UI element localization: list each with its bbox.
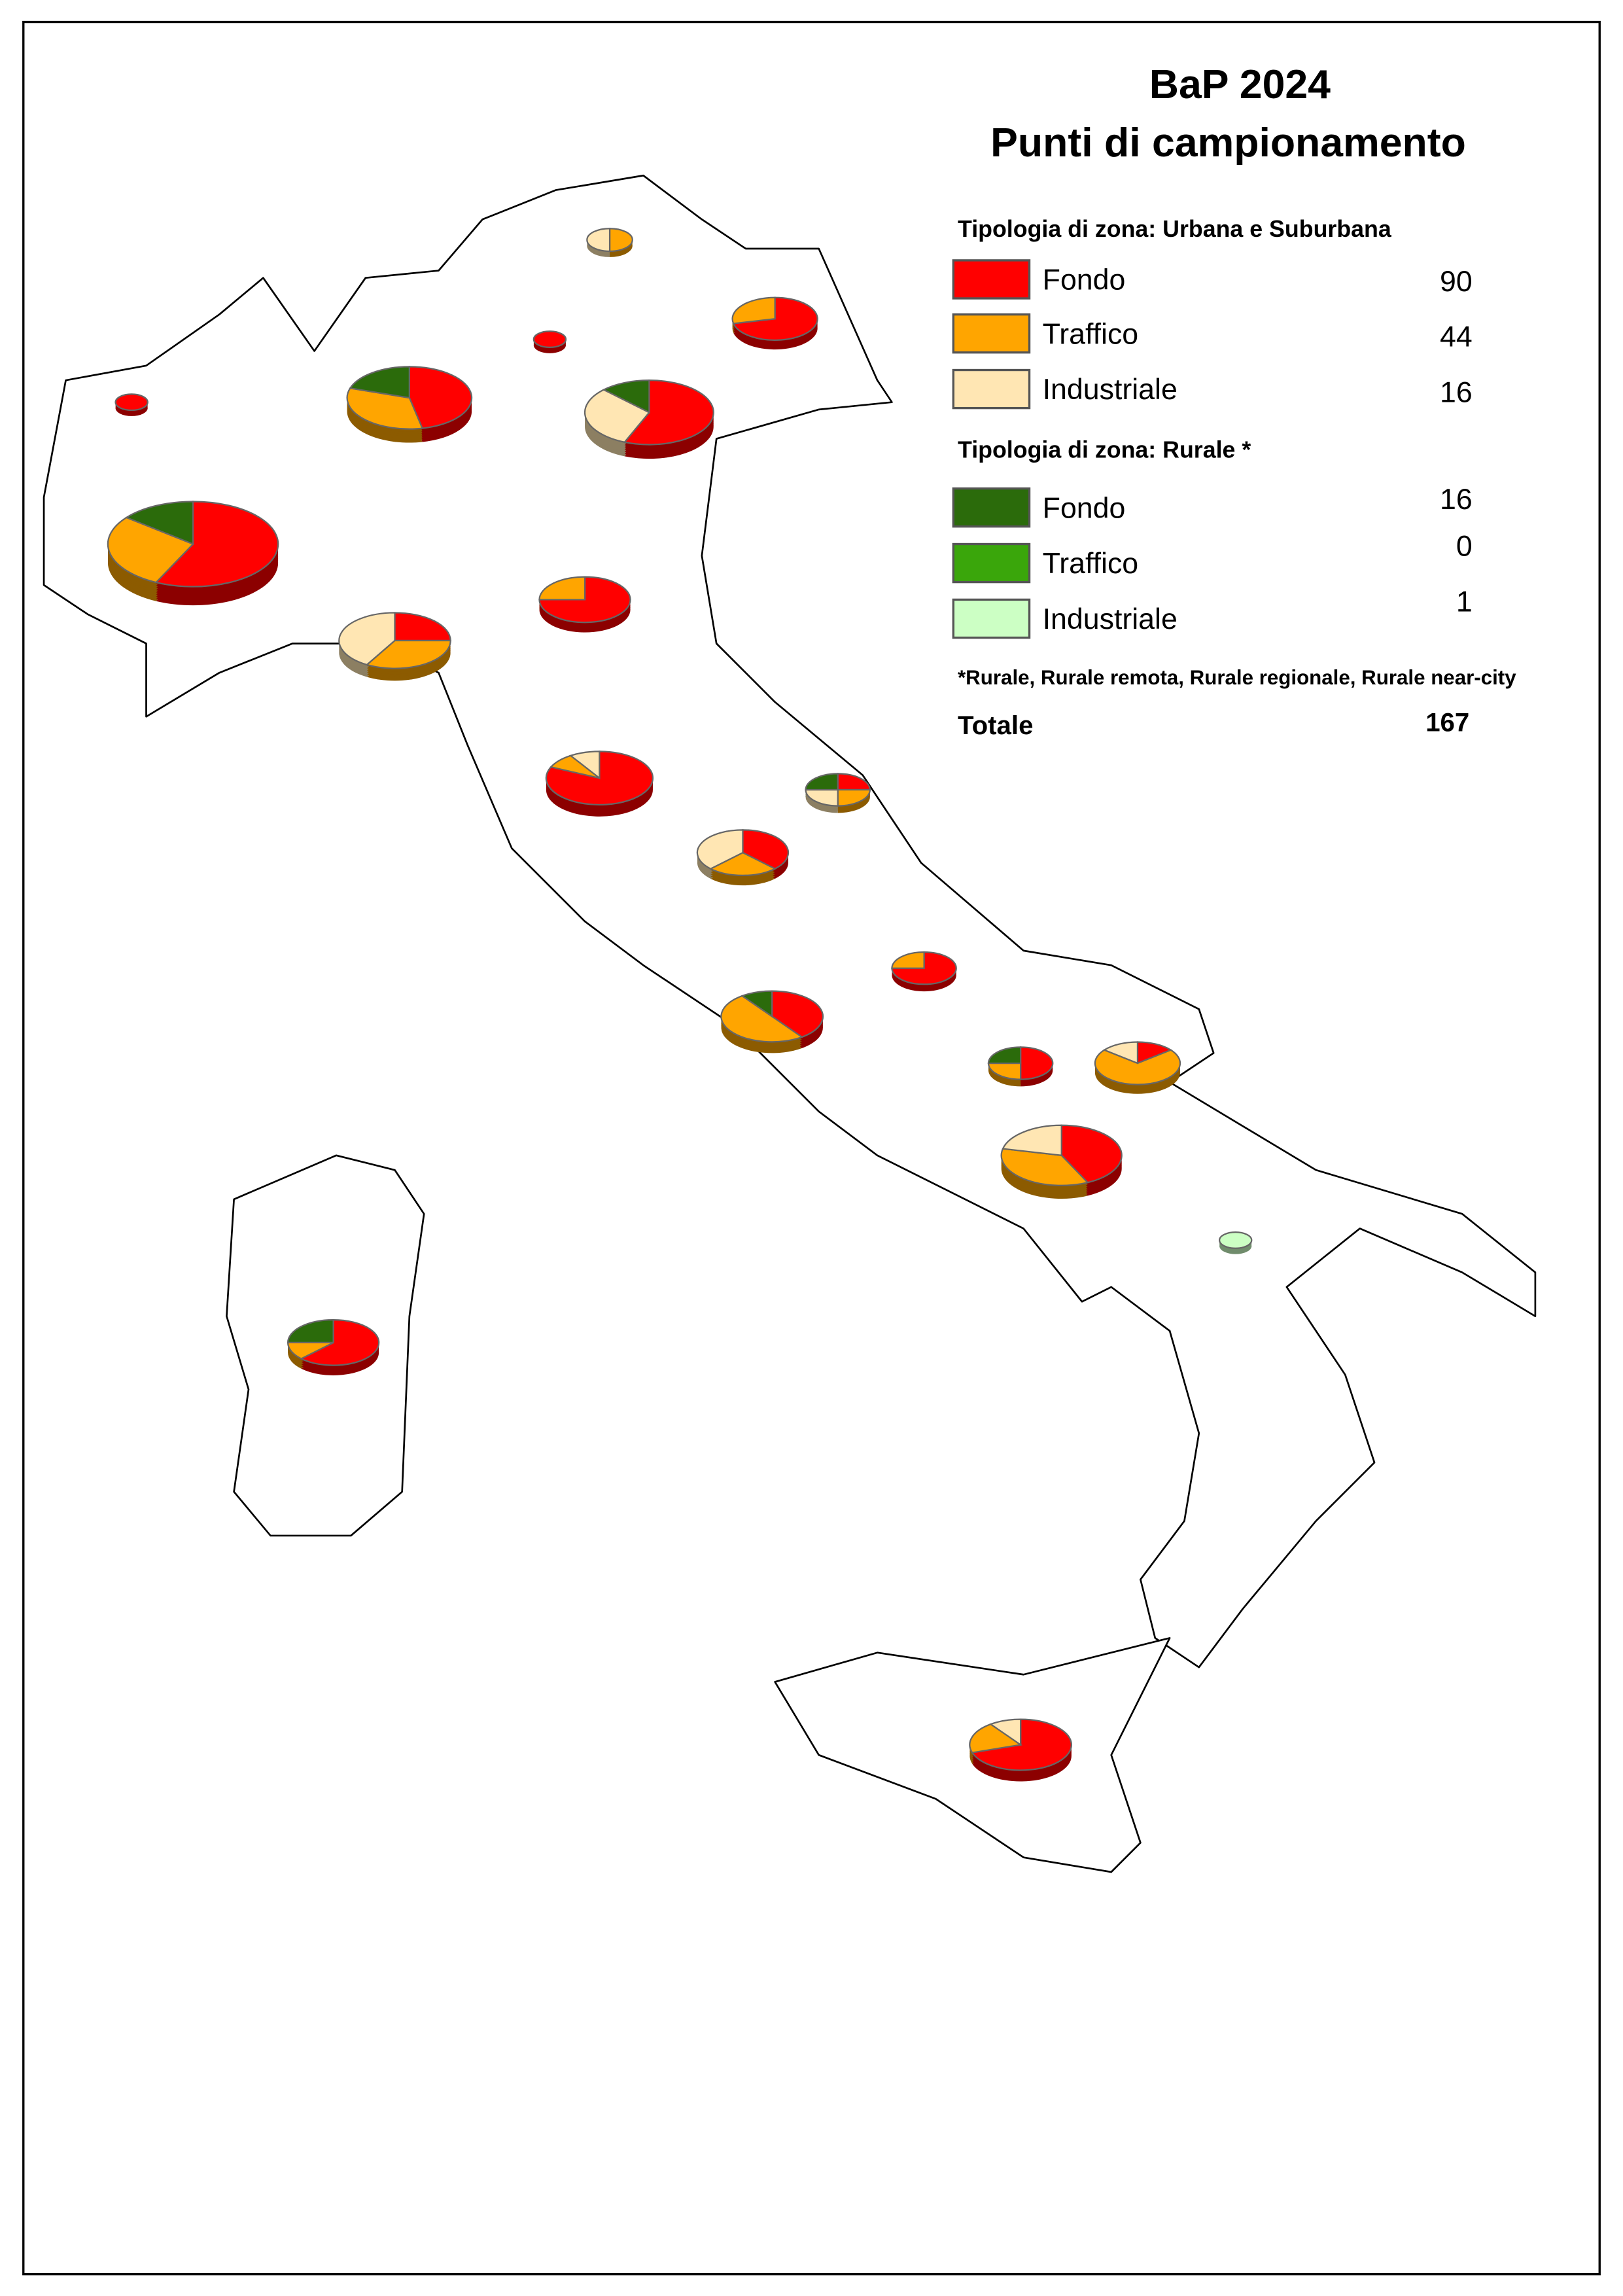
mainland <box>43 174 1537 1669</box>
pie-slice <box>742 829 790 870</box>
pie-slice <box>1020 1046 1054 1080</box>
pie-slice <box>891 951 925 969</box>
pie-slice <box>299 1318 380 1366</box>
title: Punti di campionamento <box>990 120 1466 166</box>
pie-slice <box>338 612 396 666</box>
legend-swatch <box>952 368 1031 410</box>
pie-slice <box>584 389 651 443</box>
legend-label: Industriale <box>1043 374 1178 406</box>
pie-slice <box>741 990 773 1018</box>
legend-value: 16 <box>1440 484 1473 516</box>
pie-slice <box>987 1062 1022 1080</box>
pies <box>107 228 1253 1782</box>
pie-slice <box>154 501 279 588</box>
pie-slice <box>608 228 633 253</box>
pie-slice <box>623 380 714 446</box>
pie-slice <box>287 1318 334 1344</box>
legend-swatch <box>952 598 1031 639</box>
pie-slice <box>1000 1148 1089 1186</box>
pie-slice <box>532 330 567 348</box>
legend-swatch <box>952 542 1031 584</box>
pie-slice <box>805 773 839 791</box>
pie-slice <box>720 995 804 1043</box>
pie-slice <box>891 951 957 985</box>
pie-slice <box>969 1723 1023 1754</box>
title: BaP 2024 <box>1149 62 1331 107</box>
pie-slice <box>346 387 424 430</box>
legend: Tipologia di zona: Urbana e Suburbana Fon… <box>952 216 1473 639</box>
legend-swatch <box>952 259 1031 300</box>
pie-slice <box>1060 1124 1123 1184</box>
legend-value: 44 <box>1440 321 1473 353</box>
legend-label: Industriale <box>1043 603 1178 635</box>
pie-slice <box>987 1046 1022 1065</box>
pie-slice <box>708 851 777 877</box>
pie-slice <box>1002 1124 1062 1157</box>
pie-slice <box>1102 1041 1139 1065</box>
pie-slice <box>408 366 473 429</box>
pie-slice <box>349 366 410 399</box>
pie-slice <box>107 516 194 584</box>
pie-slice <box>602 380 650 414</box>
pie-slice <box>696 829 744 870</box>
pie-slice <box>586 228 611 253</box>
pie-slice <box>114 393 148 412</box>
pie-slice <box>837 773 871 791</box>
legend-label: Traffico <box>1043 318 1139 350</box>
pie-slice <box>1094 1049 1181 1086</box>
legend-label: Fondo <box>1043 264 1126 296</box>
pie-slice <box>124 501 194 546</box>
legend-value: 1 <box>1456 586 1473 618</box>
legend-label: Traffico <box>1043 548 1139 580</box>
pie-slice <box>771 990 824 1038</box>
legend-swatch <box>952 487 1031 528</box>
legend-heading: Tipologia di zona: Urbana e Suburbana <box>958 216 1392 242</box>
pie-slice <box>394 612 451 642</box>
legend-value: 16 <box>1440 377 1473 409</box>
pie-slice <box>805 788 839 807</box>
legend-label: Fondo <box>1043 492 1126 524</box>
pie-slice <box>837 788 871 807</box>
pie-slice <box>989 1718 1022 1746</box>
pie-slice <box>568 751 601 780</box>
pie-slice <box>731 296 776 325</box>
pie-slice <box>538 576 586 601</box>
total-value: 167 <box>1425 708 1469 737</box>
legend-note: *Rurale, Rurale remota, Rurale regionale… <box>958 666 1516 689</box>
pie-slice <box>1218 1231 1253 1249</box>
legend-value: 0 <box>1456 530 1473 562</box>
legend-swatch <box>952 313 1031 354</box>
legend-value: 90 <box>1440 266 1473 298</box>
legend-heading: Tipologia di zona: Rurale * <box>958 437 1251 463</box>
total-label: Totale <box>958 711 1033 740</box>
